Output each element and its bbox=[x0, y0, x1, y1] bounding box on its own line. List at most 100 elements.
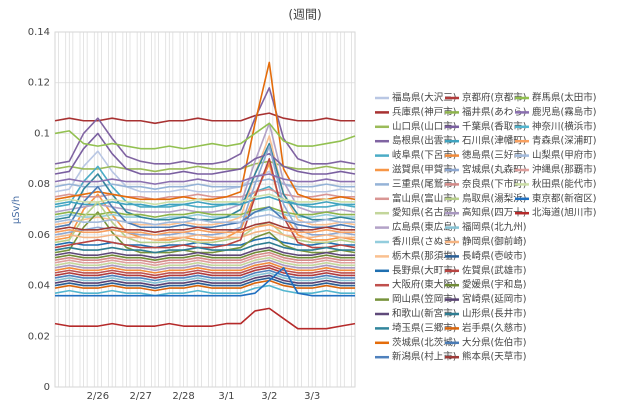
y-tick-label: 0.1 bbox=[34, 128, 50, 139]
legend-label: 兵庫県(神戸市) bbox=[392, 106, 456, 118]
legend-label: 徳島県(三好市) bbox=[462, 149, 526, 161]
y-tick-label: 0.02 bbox=[28, 331, 50, 342]
series-line bbox=[54, 150, 356, 193]
y-axis-label: μSv/h bbox=[11, 196, 22, 224]
x-tick-label: 2/28 bbox=[172, 391, 194, 400]
series-line bbox=[54, 256, 355, 269]
x-tick-label: 3/1 bbox=[218, 391, 234, 400]
legend-label: 沖縄県(那覇市) bbox=[532, 164, 596, 176]
legend-label: 栃木県(那須塩) bbox=[392, 250, 456, 262]
series-line bbox=[54, 251, 355, 264]
series-line bbox=[54, 122, 356, 150]
series-line bbox=[54, 193, 355, 206]
series-line bbox=[54, 249, 355, 262]
legend-label: 香川県(さぬき) bbox=[392, 237, 456, 248]
series-line bbox=[54, 201, 356, 244]
legend-label: 静岡県(御前崎) bbox=[462, 236, 526, 248]
legend-label: 神奈川(横浜市) bbox=[532, 120, 596, 132]
series-line bbox=[54, 284, 355, 297]
series-line bbox=[54, 221, 355, 234]
series-line bbox=[54, 142, 356, 221]
series-line bbox=[54, 228, 355, 241]
legend-label: 山形県(長井市) bbox=[462, 308, 526, 320]
legend-label: 群馬県(太田市) bbox=[532, 92, 596, 104]
legend-label: 秋田県(能代市) bbox=[532, 178, 596, 190]
series-line bbox=[54, 211, 356, 254]
series-line bbox=[54, 259, 355, 272]
series-line bbox=[54, 241, 355, 254]
y-tick-label: 0.06 bbox=[28, 230, 50, 241]
legend-label: 北海道(旭川市) bbox=[532, 207, 596, 219]
legend-label: 熊本県(天草市) bbox=[462, 351, 526, 363]
legend-label: 岩手県(久慈市) bbox=[462, 322, 526, 334]
series-line bbox=[54, 185, 356, 229]
legend-label: 宮城県(丸森町) bbox=[462, 164, 526, 176]
legend-label: 青森県(深浦町) bbox=[532, 135, 596, 147]
legend-label: 宮崎県(延岡市) bbox=[462, 293, 526, 305]
series-line bbox=[54, 261, 355, 274]
legend-label: 愛知県(名古屋) bbox=[392, 207, 456, 219]
legend-label: 山梨県(甲府市) bbox=[532, 149, 596, 161]
legend-label: 富山県(富山市) bbox=[392, 192, 456, 204]
y-tick-label: 0 bbox=[44, 382, 50, 393]
y-tick-label: 0.14 bbox=[28, 27, 50, 38]
legend-label: 三重県(尾鷲市) bbox=[392, 178, 456, 190]
series-line bbox=[54, 61, 356, 201]
legend-label: 島根県(出雲市) bbox=[392, 135, 456, 147]
legend-label: 長野県(大町市) bbox=[392, 264, 456, 276]
series-line bbox=[54, 86, 356, 165]
legend-label: 岡山県(笠岡市) bbox=[392, 293, 456, 305]
legend-label: 埼玉県(三郷市) bbox=[392, 322, 456, 334]
legend-label: 福岡県(北九州) bbox=[462, 221, 526, 233]
series-line bbox=[54, 274, 355, 287]
series-line bbox=[54, 264, 355, 277]
legend-label: 東京都(新宿区) bbox=[532, 192, 596, 204]
legend-label: 鹿児島(霧島市) bbox=[532, 106, 596, 118]
series-line bbox=[54, 122, 356, 213]
legend-label: 山口県(山口市) bbox=[392, 120, 456, 132]
series-line bbox=[54, 223, 355, 236]
series-line bbox=[54, 160, 355, 173]
series-line bbox=[54, 196, 355, 208]
legend-label: 福島県(大沢三) bbox=[392, 92, 456, 104]
series-line bbox=[54, 132, 356, 175]
legend-label: 茨城県(北茨城) bbox=[392, 336, 456, 348]
legend-label: 京都府(京都市) bbox=[462, 92, 526, 104]
y-tick-label: 0.04 bbox=[28, 281, 50, 292]
x-tick-label: 3/2 bbox=[261, 391, 277, 400]
legend-label: 和歌山(新宮市) bbox=[392, 308, 456, 320]
series-line bbox=[54, 254, 355, 267]
legend-label: 滋賀県(甲賀市) bbox=[392, 164, 456, 176]
series-line bbox=[55, 267, 355, 297]
legend-label: 石川県(津幡町) bbox=[462, 135, 526, 147]
chart-title: (週間) bbox=[288, 8, 321, 22]
x-tick-label: 2/26 bbox=[87, 391, 109, 400]
legend-label: 岐阜県(下呂市) bbox=[392, 149, 456, 161]
series-line bbox=[54, 272, 355, 284]
y-tick-label: 0.12 bbox=[28, 78, 50, 89]
series-line bbox=[54, 173, 355, 185]
series-line bbox=[54, 165, 356, 208]
series-line bbox=[54, 112, 355, 125]
y-tick-label: 0.08 bbox=[28, 179, 50, 190]
series-line bbox=[54, 279, 355, 292]
series-line bbox=[54, 213, 355, 226]
series-line bbox=[54, 277, 355, 289]
legend-label: 奈良県(下市町) bbox=[462, 178, 526, 190]
plot-area bbox=[54, 31, 356, 388]
x-tick-label: 3/3 bbox=[304, 391, 320, 400]
legend-label: 広島県(東広島) bbox=[392, 221, 456, 233]
legend-label: 佐賀県(武雄市) bbox=[462, 264, 526, 276]
legend-label: 高知県(四万十) bbox=[462, 207, 526, 219]
legend-label: 福井県(あわら) bbox=[462, 106, 526, 118]
legend-label: 大分県(佐伯市) bbox=[462, 336, 526, 348]
legend-label: 新潟県(村上市) bbox=[392, 351, 456, 363]
legend-label: 千葉県(香取市) bbox=[462, 120, 526, 132]
series-line bbox=[54, 157, 356, 249]
legend-label: 愛媛県(宇和島) bbox=[462, 279, 526, 291]
series-line bbox=[54, 307, 356, 330]
series-line bbox=[54, 267, 355, 279]
series-line bbox=[54, 269, 355, 282]
legend-label: 鳥取県(湯梨浜) bbox=[462, 192, 526, 204]
